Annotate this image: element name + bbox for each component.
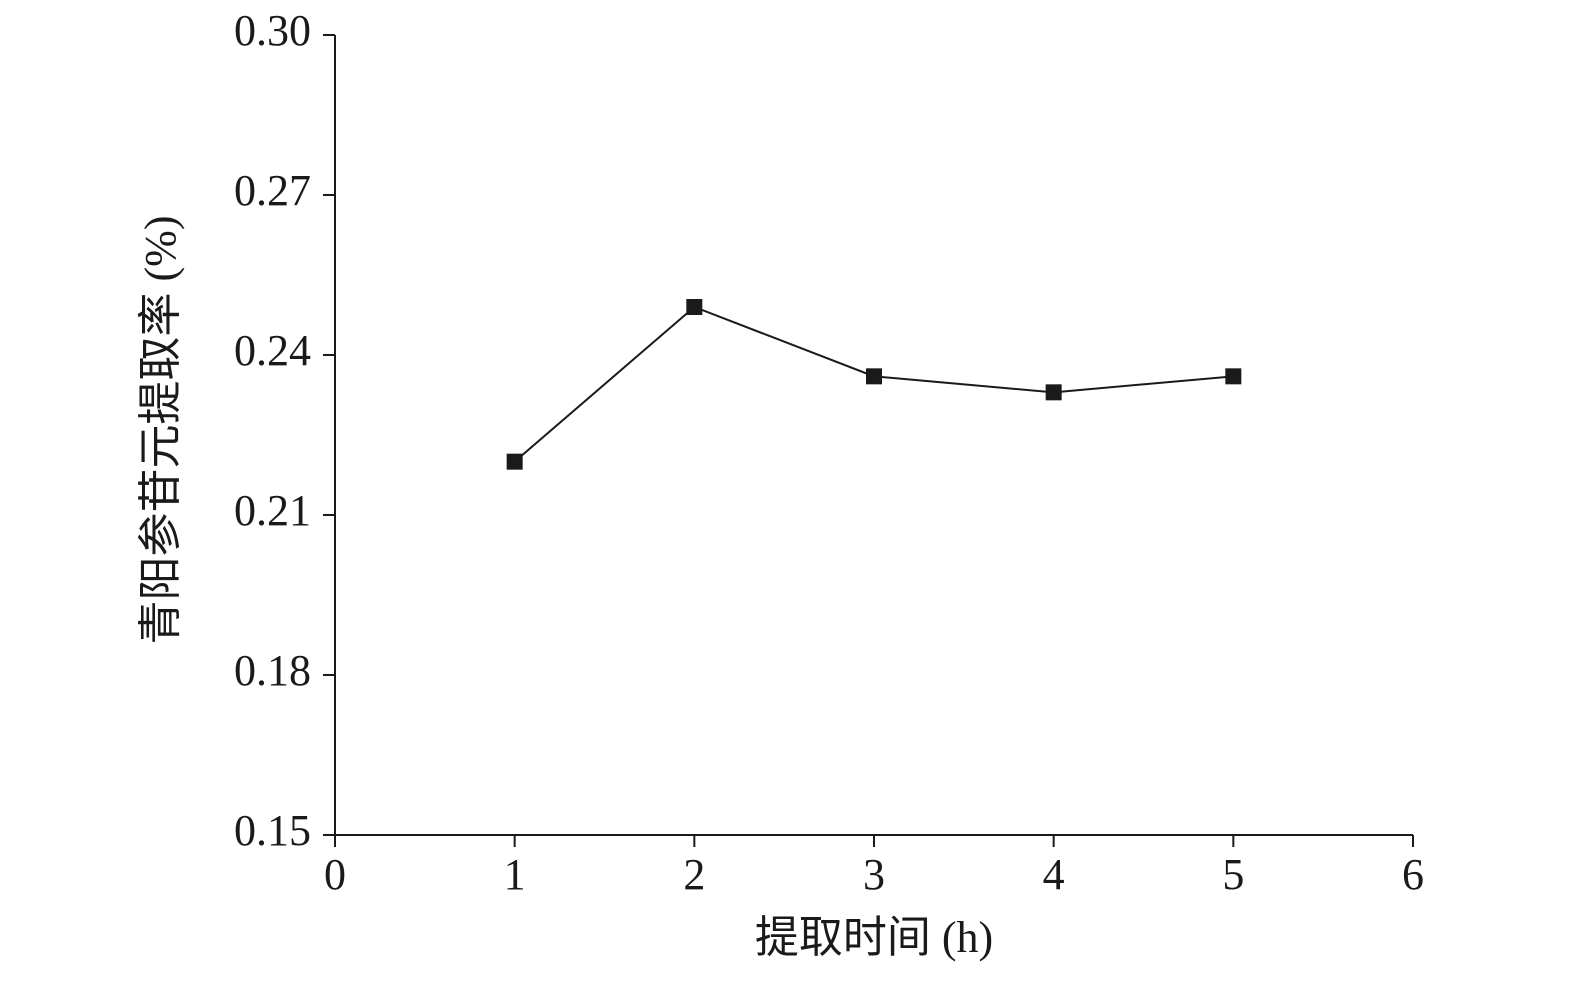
x-tick-label: 6 bbox=[1402, 850, 1424, 899]
data-point bbox=[1045, 384, 1062, 401]
y-tick-label: 0.24 bbox=[234, 326, 311, 375]
x-tick-label: 2 bbox=[683, 850, 705, 899]
x-tick-label: 3 bbox=[863, 850, 885, 899]
y-tick-label: 0.18 bbox=[234, 646, 311, 695]
data-point bbox=[506, 453, 523, 470]
y-axis-label: 青阳参苷元提取率 (%) bbox=[136, 216, 185, 645]
y-tick-label: 0.15 bbox=[234, 806, 311, 855]
data-point bbox=[1225, 368, 1242, 385]
y-tick-label: 0.30 bbox=[234, 6, 311, 55]
x-tick-label: 5 bbox=[1222, 850, 1244, 899]
x-axis-label: 提取时间 (h) bbox=[755, 913, 993, 962]
x-tick-label: 4 bbox=[1043, 850, 1065, 899]
data-point bbox=[866, 368, 882, 385]
data-point bbox=[686, 299, 703, 315]
x-tick-label: 1 bbox=[504, 850, 526, 899]
x-tick-label: 0 bbox=[324, 850, 346, 899]
y-tick-label: 0.21 bbox=[234, 486, 311, 535]
y-tick-label: 0.27 bbox=[234, 166, 311, 215]
